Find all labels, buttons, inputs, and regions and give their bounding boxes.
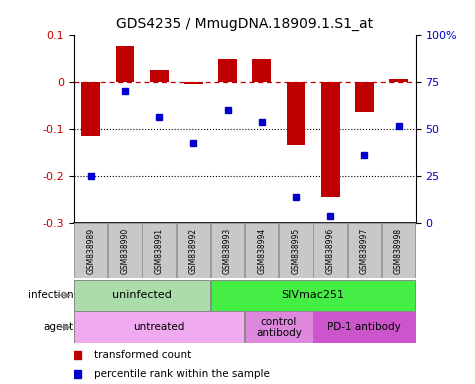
Text: GSM838996: GSM838996 bbox=[326, 227, 334, 274]
FancyBboxPatch shape bbox=[142, 223, 176, 278]
FancyBboxPatch shape bbox=[177, 223, 210, 278]
FancyBboxPatch shape bbox=[74, 280, 210, 311]
Text: uninfected: uninfected bbox=[112, 290, 172, 300]
Text: PD-1 antibody: PD-1 antibody bbox=[327, 322, 401, 332]
Text: GSM838989: GSM838989 bbox=[86, 227, 95, 274]
Bar bbox=[252, 59, 271, 82]
Bar bbox=[150, 70, 169, 82]
Text: transformed count: transformed count bbox=[94, 350, 191, 360]
Text: GSM838993: GSM838993 bbox=[223, 227, 232, 274]
FancyBboxPatch shape bbox=[279, 223, 313, 278]
Bar bbox=[286, 82, 305, 145]
Text: GSM838994: GSM838994 bbox=[257, 227, 266, 274]
Bar bbox=[218, 59, 237, 82]
FancyBboxPatch shape bbox=[211, 223, 244, 278]
Text: SIVmac251: SIVmac251 bbox=[282, 290, 344, 300]
FancyBboxPatch shape bbox=[211, 280, 415, 311]
FancyBboxPatch shape bbox=[314, 311, 415, 343]
FancyBboxPatch shape bbox=[382, 223, 415, 278]
Bar bbox=[321, 82, 340, 197]
Text: agent: agent bbox=[44, 322, 74, 332]
Bar bbox=[184, 82, 203, 84]
Bar bbox=[355, 82, 374, 112]
FancyBboxPatch shape bbox=[245, 223, 278, 278]
Title: GDS4235 / MmugDNA.18909.1.S1_at: GDS4235 / MmugDNA.18909.1.S1_at bbox=[116, 17, 373, 31]
Bar bbox=[81, 82, 100, 136]
Text: GSM838998: GSM838998 bbox=[394, 227, 403, 274]
Text: infection: infection bbox=[28, 290, 74, 300]
Bar bbox=[389, 79, 408, 82]
Text: GSM838997: GSM838997 bbox=[360, 227, 369, 274]
Text: GSM838995: GSM838995 bbox=[292, 227, 300, 274]
Text: GSM838991: GSM838991 bbox=[155, 227, 163, 274]
Text: GSM838990: GSM838990 bbox=[121, 227, 129, 274]
Text: untreated: untreated bbox=[133, 322, 185, 332]
Text: GSM838992: GSM838992 bbox=[189, 227, 198, 274]
FancyBboxPatch shape bbox=[74, 223, 107, 278]
FancyBboxPatch shape bbox=[314, 223, 347, 278]
FancyBboxPatch shape bbox=[245, 311, 313, 343]
Text: percentile rank within the sample: percentile rank within the sample bbox=[94, 369, 270, 379]
Text: control
antibody: control antibody bbox=[256, 317, 302, 338]
FancyBboxPatch shape bbox=[74, 311, 244, 343]
FancyBboxPatch shape bbox=[348, 223, 381, 278]
FancyBboxPatch shape bbox=[108, 223, 142, 278]
Bar bbox=[115, 46, 134, 82]
